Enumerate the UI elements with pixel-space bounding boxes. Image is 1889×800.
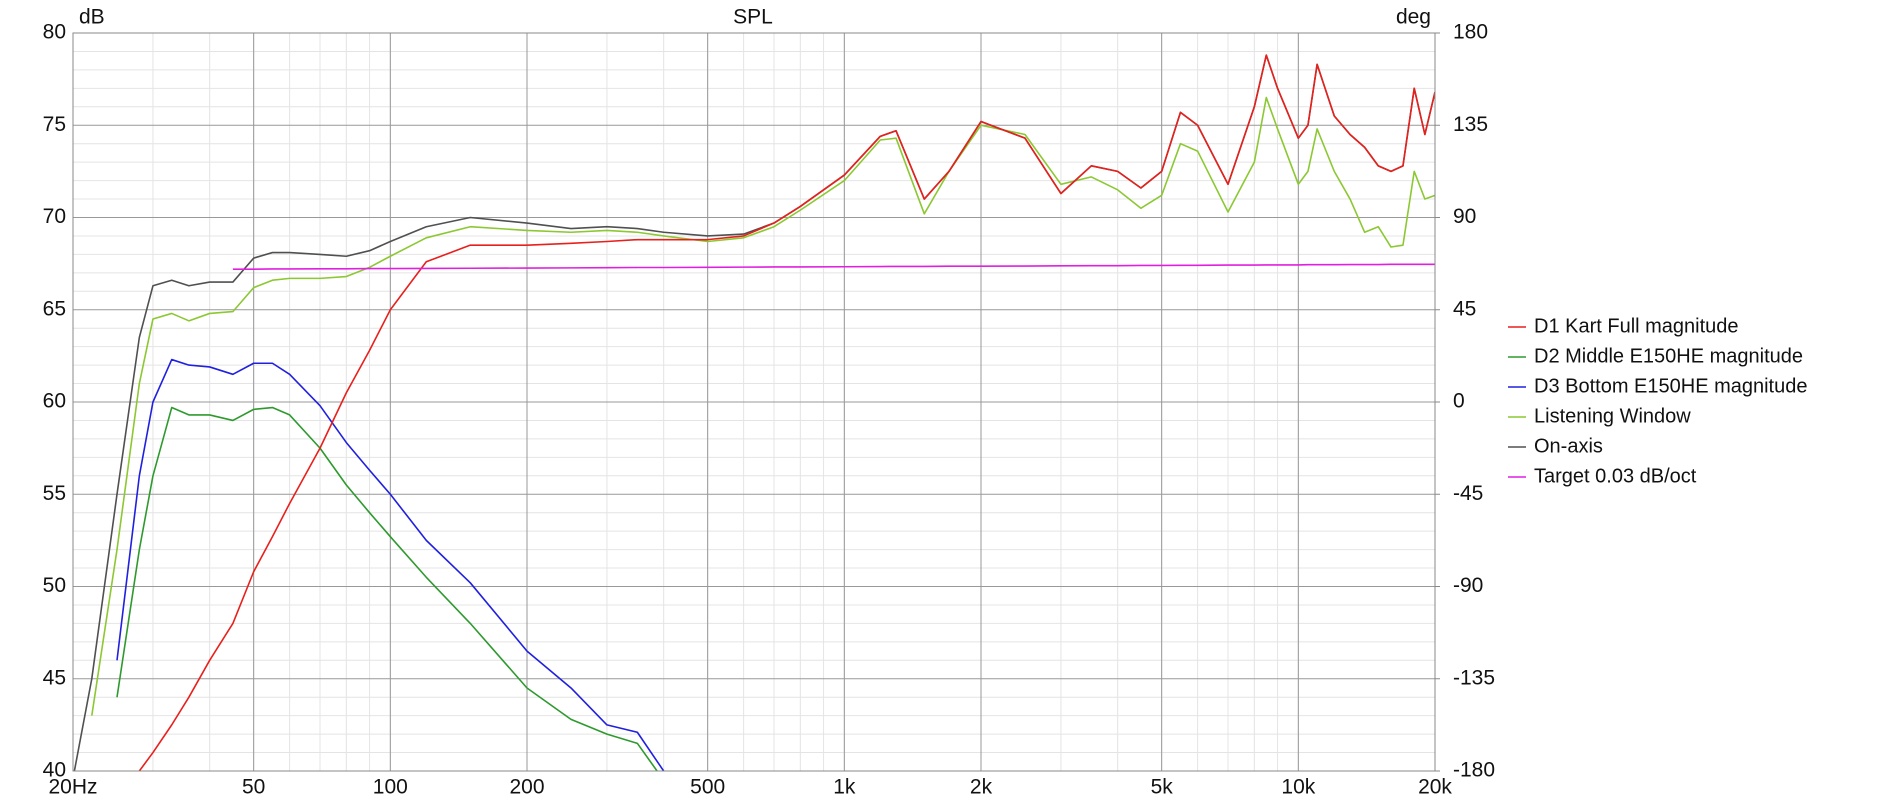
y-tick-label: 60	[43, 390, 66, 413]
legend-label: D1 Kart Full magnitude	[1534, 315, 1739, 337]
x-tick-label: 20Hz	[48, 776, 97, 799]
x-tick-label: 10k	[1281, 776, 1315, 799]
y-tick-label: 45	[43, 666, 66, 689]
y2-tick-label: 180	[1453, 21, 1488, 44]
y-tick-label: 50	[43, 574, 66, 597]
x-tick-label: 500	[690, 776, 725, 799]
y2-tick-label: -135	[1453, 666, 1495, 689]
series-line	[232, 263, 1435, 270]
x-tick-label: 2k	[970, 776, 993, 799]
y-tick-label: 80	[43, 21, 66, 44]
legend-label: Listening Window	[1534, 405, 1691, 427]
y-tick-label: 40	[43, 759, 66, 782]
x-tick-label: 50	[242, 776, 265, 799]
y2-tick-label: 0	[1453, 390, 1465, 413]
series-lines	[73, 54, 1435, 771]
y-tick-label: 70	[43, 205, 66, 228]
chart-title: SPL	[733, 6, 773, 29]
legend-label: D2 Middle E150HE magnitude	[1534, 345, 1803, 367]
legend-label: On-axis	[1534, 435, 1603, 457]
x-tick-label: 200	[509, 776, 544, 799]
series-line	[116, 358, 665, 771]
y-tick-label: 75	[43, 113, 66, 136]
y2-tick-label: -180	[1453, 759, 1495, 782]
grid	[72, 32, 1436, 772]
y2-tick-label: -45	[1453, 482, 1483, 505]
y2-tick-label: 45	[1453, 297, 1476, 320]
series-line	[138, 54, 1435, 771]
legend: D1 Kart Full magnitude D2 Middle E150HE m…	[1508, 315, 1808, 487]
x-tick-label: 5k	[1151, 776, 1174, 799]
y-tick-label: 55	[43, 482, 66, 505]
y2-tick-label: 135	[1453, 113, 1488, 136]
legend-label: Target 0.03 dB/oct	[1534, 465, 1697, 487]
y2-tick-label: -90	[1453, 574, 1483, 597]
legend-label: D3 Bottom E150HE magnitude	[1534, 375, 1808, 397]
y2-tick-label: 90	[1453, 205, 1476, 228]
x-tick-label: 100	[373, 776, 408, 799]
x-tick-label: 1k	[833, 776, 856, 799]
y-axis-label: dB	[79, 6, 105, 29]
y-tick-label: 65	[43, 297, 66, 320]
x-tick-label: 20k	[1418, 776, 1452, 799]
y2-axis-label: deg	[1396, 6, 1431, 29]
series-line	[90, 96, 1435, 716]
